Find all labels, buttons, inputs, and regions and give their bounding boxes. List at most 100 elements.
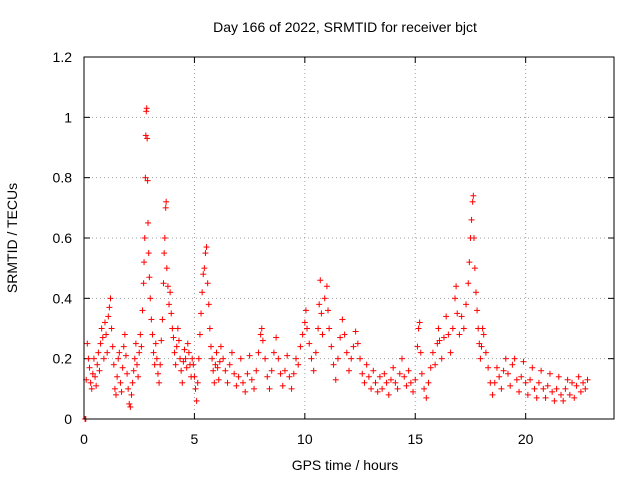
data-point: [460, 325, 467, 332]
data-point: [372, 379, 379, 386]
data-point: [216, 358, 223, 365]
data-point: [143, 105, 150, 112]
data-point: [323, 283, 330, 290]
y-tick-label: 1: [64, 109, 72, 125]
data-point: [130, 367, 137, 374]
data-point: [217, 343, 224, 350]
data-point: [161, 250, 168, 257]
data-point: [330, 361, 337, 368]
data-point: [104, 349, 111, 356]
data-point: [348, 355, 355, 362]
data-point: [84, 340, 91, 347]
data-point: [240, 379, 246, 386]
data-point: [368, 385, 375, 392]
data-point: [293, 355, 299, 362]
data-point: [414, 343, 421, 350]
data-point: [374, 388, 381, 395]
data-point: [88, 385, 95, 392]
data-point: [141, 259, 148, 266]
data-point: [99, 334, 106, 341]
data-point: [179, 379, 186, 386]
data-point: [279, 382, 286, 389]
axes: 0 0.2 0.4 0.6 0.8 1 1.2 0 5 10 15 20: [53, 49, 614, 447]
data-point: [562, 385, 569, 392]
data-point: [96, 367, 103, 374]
data-point: [213, 349, 220, 356]
data-point: [258, 325, 265, 332]
data-point: [177, 355, 184, 362]
data-point: [268, 367, 275, 374]
data-point: [114, 373, 121, 380]
data-point: [132, 340, 139, 347]
data-point: [394, 385, 401, 392]
data-point: [403, 382, 410, 389]
data-point: [224, 379, 231, 386]
data-point: [145, 219, 152, 226]
data-point: [315, 325, 322, 332]
data-point: [173, 343, 180, 350]
data-point: [357, 355, 364, 362]
data-point: [479, 325, 486, 332]
data-point: [184, 340, 191, 347]
data-point: [277, 370, 284, 377]
data-point: [281, 367, 288, 374]
data-point: [169, 325, 176, 332]
data-point: [153, 355, 160, 362]
data-point: [233, 382, 240, 389]
data-point: [94, 361, 101, 368]
data-point: [264, 373, 271, 380]
data-point: [190, 361, 197, 368]
data-point: [325, 307, 332, 314]
data-point: [302, 307, 309, 314]
data-point: [129, 379, 136, 386]
data-point: [410, 388, 417, 395]
data-point: [160, 280, 167, 287]
data-point: [242, 388, 249, 395]
data-point: [423, 394, 430, 401]
data-point: [215, 376, 222, 383]
data-point: [535, 379, 542, 386]
grid-lines: [84, 57, 614, 419]
data-point: [370, 367, 377, 374]
data-point: [290, 370, 297, 377]
plot-frame: [83, 56, 615, 420]
data-point: [365, 373, 372, 380]
data-point: [401, 373, 408, 380]
data-point: [418, 370, 425, 377]
data-point: [390, 364, 397, 371]
data-point: [284, 352, 291, 359]
data-point: [151, 361, 158, 368]
data-point: [87, 379, 94, 386]
data-point: [89, 370, 96, 377]
data-point: [205, 301, 212, 308]
data-point: [180, 358, 187, 365]
data-point: [477, 355, 484, 362]
data-point: [538, 367, 545, 374]
data-point: [125, 385, 132, 392]
data-point: [159, 316, 166, 323]
data-point: [491, 379, 498, 386]
data-point: [97, 340, 104, 347]
data-point: [540, 385, 547, 392]
data-point: [425, 379, 432, 386]
data-point: [498, 385, 505, 392]
x-tick-label: 5: [191, 431, 199, 447]
data-point: [500, 367, 507, 374]
data-point: [480, 331, 487, 338]
data-point: [195, 355, 202, 362]
data-point: [379, 385, 386, 392]
data-point: [145, 250, 152, 257]
data-point: [392, 379, 399, 386]
data-point: [117, 379, 124, 386]
data-point: [346, 367, 352, 374]
data-point: [328, 343, 335, 350]
data-point: [175, 337, 182, 344]
data-point: [434, 340, 441, 347]
data-point: [136, 349, 143, 356]
data-point: [135, 373, 142, 380]
data-points: [82, 105, 591, 422]
data-point: [156, 379, 163, 386]
data-point: [106, 304, 113, 311]
data-point: [170, 334, 177, 341]
data-point: [317, 277, 324, 284]
